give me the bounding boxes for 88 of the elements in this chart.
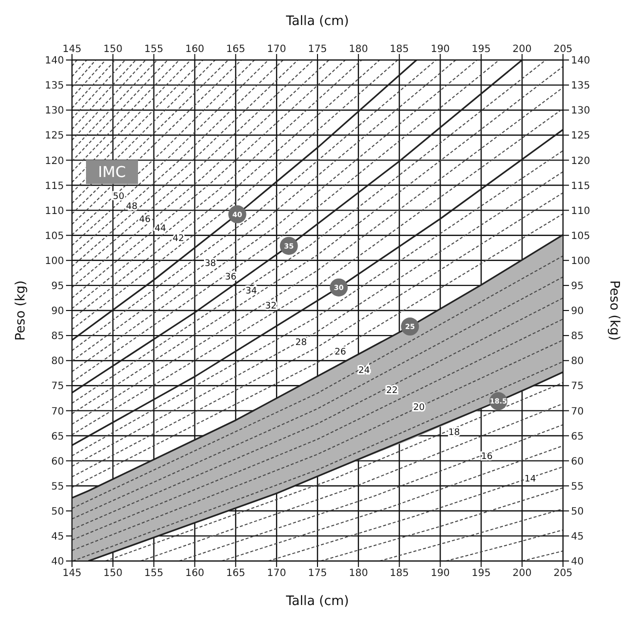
y2-tick-label: 135 [571,80,590,92]
x2-tick-label: 155 [144,568,164,580]
x-tick-label: 155 [144,44,164,55]
y2-tick-label: 50 [571,506,584,518]
y2-tick-label: 75 [571,381,584,392]
y-tick-label: 55 [51,481,64,492]
annotation: 50 [112,192,125,202]
y-tick-label: 85 [51,331,64,342]
annotation: 42 [172,234,184,244]
y2-tick-label: 105 [571,230,590,242]
x-tick-label: 185 [390,44,409,55]
x-tick-label: 145 [62,44,82,55]
y2-tick-label: 120 [571,156,590,167]
y-axis-title: Peso (kg) [14,280,29,341]
x2-tick-label: 175 [308,568,328,580]
y-tick-label: 105 [44,230,64,242]
annotation: 34 [245,286,258,296]
annotation: 24 [358,366,370,376]
annotation: 44 [154,224,166,234]
y-tick-label: 45 [51,532,64,542]
y2-tick-label: 65 [571,431,584,442]
x-tick-label: 150 [103,44,122,55]
y2-tick-label: 90 [571,306,584,318]
x-tick-label: 180 [348,44,368,55]
y2-tick-label: 60 [571,456,584,468]
x-tick-label: 160 [185,44,204,55]
annotation: 32 [265,301,277,312]
y2-tick-label: 40 [571,556,584,568]
y2-tick-label: 100 [571,256,590,267]
x2-tick-label: 145 [62,568,82,580]
y2-tick-label: 95 [571,281,584,292]
x2-tick-label: 170 [267,568,286,580]
y-tick-label: 140 [44,56,64,67]
y-tick-label: 65 [51,431,64,442]
y-tick-label: 130 [44,106,64,117]
annotation: IMC [86,160,138,184]
x2-tick-label: 165 [226,568,246,580]
y2-tick-label: 110 [571,206,590,217]
x2-tick-label: 150 [103,568,122,580]
annotation: 22 [386,386,398,396]
annotation: 26 [334,348,346,358]
y-tick-label: 70 [51,406,64,418]
x-tick-label: 195 [472,44,491,55]
annotation: 16 [481,452,493,462]
x-tick-label: 190 [430,44,450,55]
annotation: 28 [295,338,308,348]
annotation: 14 [524,474,536,484]
y2-tick-label: 80 [571,356,584,368]
y2-tick-label: 140 [571,56,590,67]
y-tick-label: 50 [51,506,64,518]
x-tick-label: 170 [267,44,286,55]
x-tick-label: 175 [308,44,328,55]
y2-tick-label: 85 [571,331,584,342]
annotation: 46 [139,214,151,225]
annotation: 38 [204,258,216,269]
x2-tick-label: 205 [553,568,573,580]
y2-tick-label: 55 [571,481,584,492]
x-axis-title: Talla (cm) [284,594,350,609]
annotation: 48 [126,202,138,212]
y-tick-label: 100 [44,256,64,267]
y2-tick-label: 70 [571,406,584,418]
y-tick-label: 80 [51,356,64,368]
y2-tick-label: 125 [571,130,590,142]
y2-tick-label: 115 [571,180,590,192]
x2-tick-label: 180 [348,568,368,580]
y-tick-label: 60 [51,456,64,468]
y-tick-label: 115 [44,180,64,192]
y2-tick-label: 130 [571,106,590,117]
y2-tick-label: 45 [571,532,584,542]
x-tick-label: 205 [553,44,573,55]
y-tick-label: 120 [44,156,64,167]
x2-tick-label: 185 [390,568,409,580]
y-tick-label: 95 [51,281,64,292]
y2-axis-title: Peso (kg) [606,280,622,341]
y-tick-label: 135 [44,80,64,92]
x2-tick-label: 200 [512,568,532,580]
y-tick-label: 90 [51,306,64,318]
annotation: 20 [413,403,425,414]
y-tick-label: 110 [44,206,64,217]
x2-tick-label: 190 [430,568,450,580]
x2-axis-title: Talla (cm) [284,14,350,30]
x-tick-label: 200 [512,44,532,55]
y-tick-label: 75 [51,381,64,392]
y-tick-label: 40 [51,556,64,568]
x2-tick-label: 195 [472,568,491,580]
y-tick-label: 125 [44,130,64,142]
x2-tick-label: 160 [185,568,204,580]
x-tick-label: 165 [226,44,246,55]
